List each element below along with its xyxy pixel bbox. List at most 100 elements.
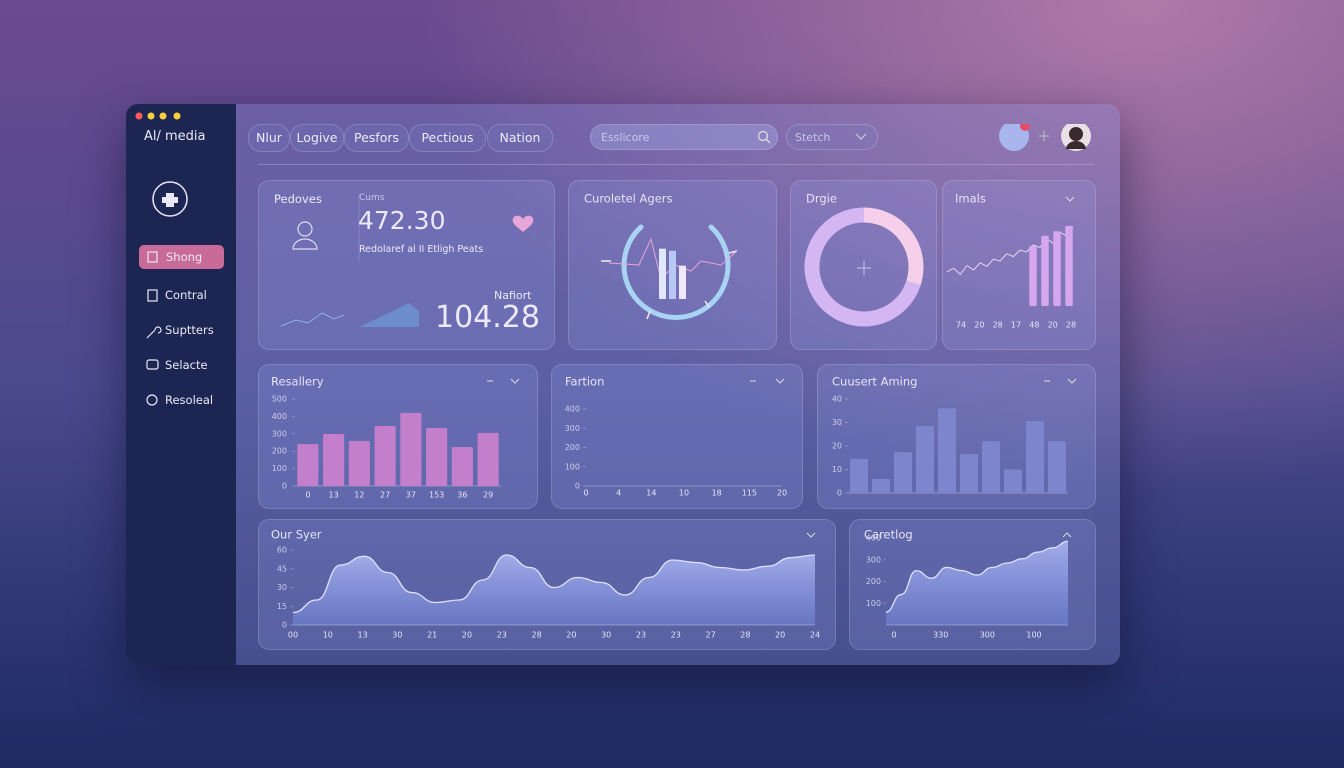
x-tick-label: 28 (532, 631, 542, 640)
x-tick-label: 30 (601, 631, 611, 640)
active-item[interactable] (139, 245, 224, 269)
x-tick-label: 0 (583, 489, 588, 498)
x-tick-label: 4 (616, 489, 621, 498)
nav-tab[interactable]: Pesfors (344, 124, 409, 152)
card-title: Our Syer (271, 528, 322, 542)
y-tick-label: 100 (866, 599, 881, 608)
card-title: Imals (955, 192, 986, 206)
y-tick-label: 30 (277, 583, 287, 592)
sidebar-art (135, 112, 224, 406)
x-tick-label: 74 (956, 321, 966, 330)
donut-segment (804, 207, 921, 327)
menu-item[interactable]: Selacte (165, 358, 208, 372)
bar (937, 408, 957, 493)
x-tick-label: 24 (810, 631, 820, 640)
y-tick-label: 400 (565, 405, 580, 414)
bar (323, 433, 345, 486)
y-tick-label: 40 (832, 395, 842, 404)
divider (258, 164, 1094, 165)
x-tick-label: 28 (993, 321, 1003, 330)
x-tick-label: 00 (288, 631, 298, 640)
menu-item[interactable]: Resoleal (165, 393, 214, 407)
bar (374, 425, 396, 486)
kpi-label: Nafiort (494, 289, 532, 302)
x-tick-label: 23 (671, 631, 681, 640)
donut-segment (863, 207, 924, 286)
menu-item[interactable]: Suptters (165, 323, 214, 337)
bars-chart: Imals 74 20 28 17 48 20 28 (946, 192, 1076, 330)
x-tick-label: 14 (646, 489, 656, 498)
nav-tab[interactable]: Nlur (248, 124, 290, 152)
x-tick-label: 13 (358, 631, 368, 640)
x-tick-label: 10 (679, 489, 689, 498)
y-tick-label: 30 (832, 418, 842, 427)
donut-card: Drgie (790, 180, 937, 350)
card-title: Caretlog (864, 528, 913, 542)
area (886, 541, 1068, 625)
kpi-card: Pedoves Cums 472.30 Redolaref al II Etli… (258, 180, 555, 350)
menu-item[interactable]: Shong (166, 250, 203, 264)
x-tick-label: 330 (933, 631, 948, 640)
x-tick-label: 20 (974, 321, 984, 330)
y-tick-label: 400 (272, 412, 287, 421)
card-title: Cuusert Aming (832, 375, 917, 389)
area (293, 555, 815, 625)
bar (1041, 235, 1049, 306)
y-tick-label: 100 (565, 462, 580, 471)
x-tick-label: 100 (1026, 631, 1041, 640)
area-chart: Caretlog 100 200 300 400 0 330 300 100 (864, 528, 1072, 640)
x-tick-label: 12 (354, 491, 364, 500)
nav-tab[interactable]: Pectious (409, 124, 486, 152)
area-line (885, 540, 1069, 613)
x-tick-label: 13 (329, 491, 339, 500)
x-tick-label: 10 (323, 631, 333, 640)
bar (477, 432, 499, 486)
chart-card: Cuusert Aming 0 10 20 30 40 (817, 364, 1096, 509)
bar (1025, 421, 1045, 493)
x-tick-label: 20 (777, 489, 787, 498)
bar (849, 458, 869, 493)
bar-chart: Cuusert Aming 0 10 20 30 40 (832, 375, 1077, 498)
y-tick-label: 0 (282, 482, 287, 491)
x-tick-label: 28 (740, 631, 750, 640)
x-tick-label: 27 (380, 491, 390, 500)
kpi-subtitle: Redolaref al II Etligh Peats (359, 244, 484, 255)
y-tick-label: 200 (272, 447, 287, 456)
y-tick-label: 300 (565, 424, 580, 433)
gauge-chart: Curoletel Agers (584, 192, 738, 320)
bar (669, 250, 676, 299)
menu-item[interactable]: Contral (165, 288, 207, 302)
chart-card: Resallery 0 100 200 300 400 500 0 13 12 27 37 153 36… (258, 364, 538, 509)
y-tick-label: 0 (282, 621, 287, 630)
kpi-art (280, 193, 534, 327)
bar (893, 452, 913, 493)
y-tick-label: 60 (277, 546, 287, 555)
bar (871, 478, 891, 493)
x-tick-label: 0 (891, 631, 896, 640)
x-tick-label: 17 (1011, 321, 1021, 330)
x-tick-label: 20 (1048, 321, 1058, 330)
nav-tab[interactable]: Nation (487, 124, 553, 152)
bar (1065, 225, 1073, 306)
x-tick-label: 36 (457, 491, 467, 500)
area-chart: Our Syer 0 15 30 45 60 00 10 13 30 21 20 23 28 20 30 23… (271, 528, 820, 640)
bars-card: Imals 74 20 28 17 48 20 28 (942, 180, 1096, 350)
x-tick-label: 153 (429, 491, 444, 500)
x-tick-label: 23 (636, 631, 646, 640)
area-line (292, 554, 816, 614)
y-tick-label: 10 (832, 465, 842, 474)
y-tick-label: 500 (272, 395, 287, 404)
chart-card: Caretlog 100 200 300 400 0 330 300 100 (849, 519, 1096, 650)
y-tick-label: 15 (277, 602, 287, 611)
x-tick-label: 48 (1029, 321, 1039, 330)
search-box[interactable]: Esslicore (590, 124, 778, 150)
x-tick-label: 115 (742, 489, 757, 498)
x-tick-label: 20 (462, 631, 472, 640)
bar (1029, 245, 1037, 306)
card-title: Pedoves (274, 192, 322, 206)
app-window: Al/ media Shong Contral Suptters Selacte… (126, 104, 1120, 665)
chart-card: Our Syer 0 15 30 45 60 00 10 13 30 21 20 23 28 20 30 23… (258, 519, 836, 650)
bar (915, 426, 935, 493)
nav-tab[interactable]: Logive (290, 124, 344, 152)
